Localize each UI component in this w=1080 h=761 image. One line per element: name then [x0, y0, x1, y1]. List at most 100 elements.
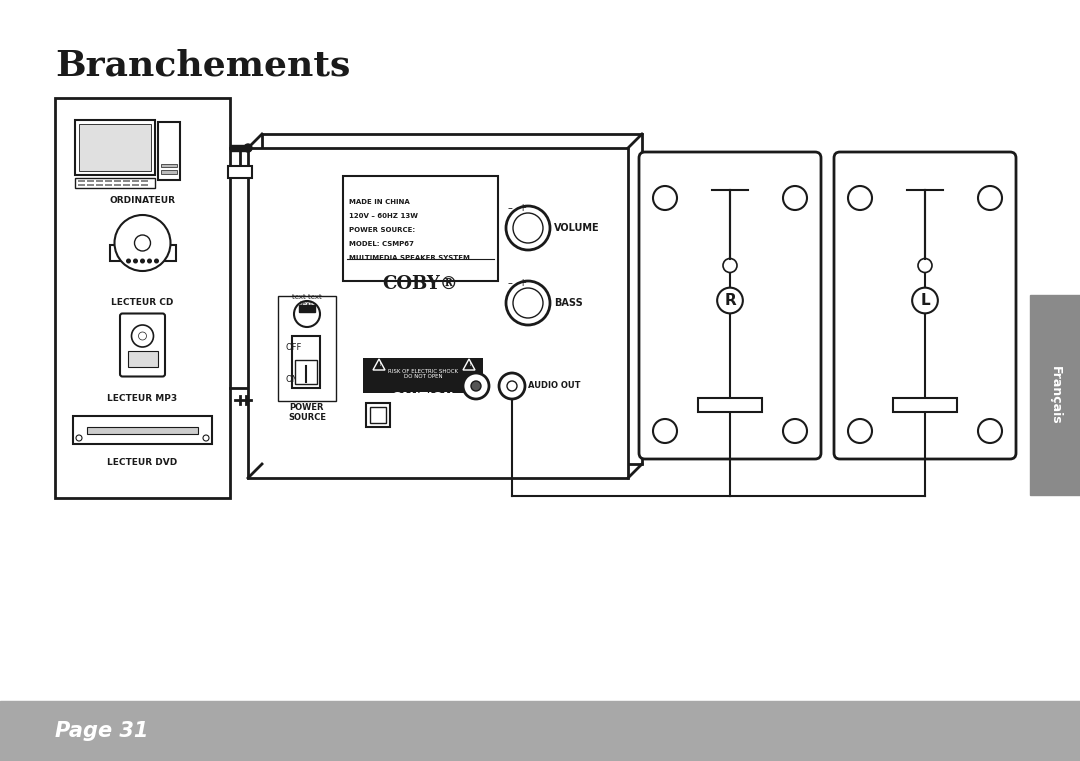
Text: AUDIO IN: AUDIO IN	[417, 381, 460, 390]
Text: R: R	[724, 293, 735, 308]
Bar	[78, 183, 85, 186]
Bar	[262, 134, 642, 464]
Bar	[75, 120, 156, 175]
Text: POWER SOURCE:: POWER SOURCE:	[349, 227, 415, 233]
Bar	[161, 164, 177, 167]
Circle shape	[848, 186, 872, 210]
Bar	[123, 183, 130, 186]
Bar	[248, 148, 627, 478]
Circle shape	[148, 260, 151, 263]
Polygon shape	[463, 359, 475, 370]
Text: Branchements: Branchements	[55, 48, 350, 82]
Circle shape	[848, 419, 872, 443]
Circle shape	[114, 215, 171, 271]
Bar	[105, 183, 112, 186]
Circle shape	[513, 288, 543, 318]
Circle shape	[653, 186, 677, 210]
Circle shape	[140, 260, 145, 263]
Circle shape	[244, 144, 252, 152]
Circle shape	[126, 260, 131, 263]
Text: BASS: BASS	[554, 298, 583, 308]
Bar	[141, 180, 148, 182]
Circle shape	[723, 259, 737, 272]
Text: LECTEUR MP3: LECTEUR MP3	[107, 394, 177, 403]
Text: Page 31: Page 31	[55, 721, 148, 741]
Text: LECTEUR CD: LECTEUR CD	[111, 298, 174, 307]
Bar	[87, 427, 198, 434]
Text: MULTIMEDIA SPEAKER SYSTEM: MULTIMEDIA SPEAKER SYSTEM	[349, 255, 470, 261]
Bar	[75, 178, 156, 188]
Bar	[893, 398, 957, 412]
Circle shape	[294, 301, 320, 327]
Bar	[292, 336, 320, 388]
Text: VOLUME: VOLUME	[554, 223, 599, 233]
Circle shape	[154, 260, 159, 263]
Bar	[299, 305, 315, 312]
Bar	[78, 180, 85, 182]
Bar	[109, 245, 175, 261]
Bar	[123, 180, 130, 182]
Circle shape	[499, 373, 525, 399]
Circle shape	[463, 373, 489, 399]
Polygon shape	[373, 359, 384, 370]
Circle shape	[978, 186, 1002, 210]
Bar	[87, 180, 94, 182]
Circle shape	[507, 281, 550, 325]
Bar	[141, 183, 148, 186]
Bar	[230, 145, 248, 151]
Circle shape	[783, 419, 807, 443]
Bar	[295, 360, 318, 384]
Text: RISK OF ELECTRIC SHOCK
DO NOT OPEN: RISK OF ELECTRIC SHOCK DO NOT OPEN	[388, 368, 458, 380]
Bar	[114, 180, 121, 182]
Text: LECTEUR DVD: LECTEUR DVD	[107, 458, 177, 467]
Text: L: L	[920, 293, 930, 308]
Text: COBY®: COBY®	[382, 275, 458, 293]
Bar	[278, 296, 336, 401]
Circle shape	[132, 325, 153, 347]
Circle shape	[507, 206, 550, 250]
Circle shape	[134, 260, 137, 263]
Bar	[96, 180, 103, 182]
Text: POWER
SOURCE: POWER SOURCE	[288, 403, 326, 422]
Text: !: !	[378, 362, 380, 367]
Bar	[343, 176, 498, 281]
Text: text text
text: text text text	[292, 294, 322, 307]
Text: –  +: – +	[508, 278, 527, 288]
Circle shape	[653, 419, 677, 443]
Circle shape	[513, 213, 543, 243]
Bar	[105, 180, 112, 182]
Bar	[0, 701, 1080, 761]
Text: Français: Français	[1049, 366, 1062, 425]
Circle shape	[918, 259, 932, 272]
Bar	[132, 183, 139, 186]
FancyBboxPatch shape	[639, 152, 821, 459]
Bar	[79, 124, 151, 171]
Bar	[87, 183, 94, 186]
Bar	[127, 351, 158, 367]
Circle shape	[135, 235, 150, 251]
Text: –  +: – +	[508, 203, 527, 213]
Bar	[228, 166, 252, 178]
Bar	[132, 180, 139, 182]
Text: MADE IN CHINA: MADE IN CHINA	[349, 199, 409, 205]
Bar	[1030, 295, 1080, 495]
Bar	[55, 98, 230, 498]
Bar	[73, 416, 212, 444]
Bar	[370, 407, 386, 423]
Circle shape	[76, 435, 82, 441]
Circle shape	[138, 332, 147, 340]
Circle shape	[783, 186, 807, 210]
Circle shape	[471, 381, 481, 391]
Text: MODEL: CSMP67: MODEL: CSMP67	[349, 241, 414, 247]
Text: 120V – 60HZ 13W: 120V – 60HZ 13W	[349, 213, 418, 219]
Circle shape	[978, 419, 1002, 443]
Bar	[96, 183, 103, 186]
Bar	[158, 122, 180, 180]
FancyBboxPatch shape	[120, 314, 165, 377]
Bar	[114, 183, 121, 186]
Circle shape	[507, 381, 517, 391]
FancyBboxPatch shape	[834, 152, 1016, 459]
Bar	[363, 358, 483, 393]
Bar	[161, 170, 177, 174]
Text: OFF: OFF	[286, 343, 302, 352]
